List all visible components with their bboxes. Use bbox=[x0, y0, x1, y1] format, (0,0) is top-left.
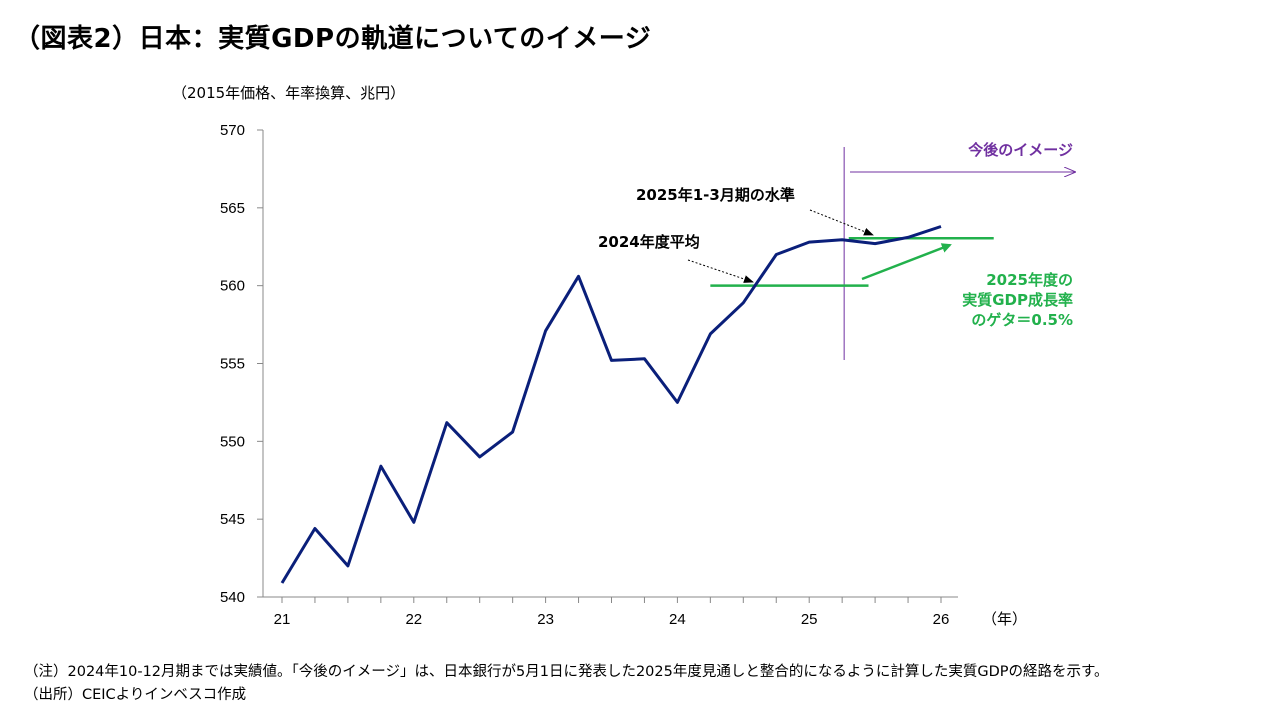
y-tick-label: 540 bbox=[220, 589, 245, 606]
y-tick-label: 550 bbox=[220, 433, 245, 450]
x-tick-label: 21 bbox=[274, 611, 291, 628]
q1-2025-level-label: 2025年1-3月期の水準 bbox=[636, 186, 795, 204]
y-tick-label: 570 bbox=[220, 122, 245, 139]
x-tick-label: 25 bbox=[801, 611, 818, 628]
x-tick-label: 23 bbox=[537, 611, 554, 628]
x-tick-label: 22 bbox=[405, 611, 422, 628]
carryover-label-line-1: 2025年度の bbox=[986, 271, 1073, 289]
y-axis-unit-label: （2015年価格、年率換算、兆円） bbox=[172, 84, 406, 102]
y-tick-label: 560 bbox=[220, 278, 245, 295]
y-tick-label: 545 bbox=[220, 511, 245, 528]
x-axis-unit-label: （年） bbox=[982, 611, 1027, 628]
y-tick-label: 565 bbox=[220, 200, 245, 217]
page-title: （図表2）日本：実質GDPの軌道についてのイメージ bbox=[14, 24, 652, 54]
y-tick-group: 570 565 560 555 550 545 540 bbox=[220, 122, 263, 606]
fy2024-average-label: 2024年度平均 bbox=[598, 233, 700, 251]
carryover-label-line-3: のゲタ＝0.5% bbox=[971, 311, 1073, 329]
carryover-arrow bbox=[861, 243, 952, 281]
x-tick-label: 24 bbox=[669, 611, 686, 628]
gdp-series-line bbox=[280, 225, 942, 584]
outlook-label: 今後のイメージ bbox=[967, 141, 1073, 159]
y-tick-label: 555 bbox=[220, 356, 245, 373]
chart-note: （注）2024年10-12月期までは実績値。「今後のイメージ」は、日本銀行が5月… bbox=[24, 664, 1109, 680]
chart-source: （出所）CEICよりインベスコ作成 bbox=[24, 687, 247, 703]
gdp-line-chart: 570 565 560 555 550 545 540 21 22 23 24 25 26 （年） 今… bbox=[220, 122, 1280, 628]
x-tick-group: 21 22 23 24 25 26 bbox=[274, 597, 950, 628]
x-tick-label: 26 bbox=[933, 611, 950, 628]
carryover-label-line-2: 実質GDP成長率 bbox=[962, 291, 1073, 309]
fy2024-average-arrow bbox=[687, 259, 754, 283]
q1-2025-level-arrow bbox=[809, 209, 874, 236]
reference-line-group bbox=[710, 236, 994, 287]
